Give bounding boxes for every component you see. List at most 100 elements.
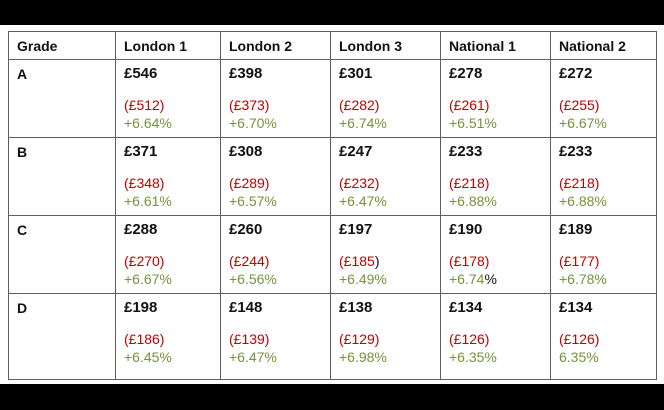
previous-price-line: (£186) bbox=[124, 330, 212, 348]
price-cell: £247 (£232) +6.47% bbox=[330, 137, 441, 216]
current-price: £148 bbox=[229, 299, 263, 316]
previous-price: (£244) bbox=[229, 253, 270, 269]
previous-price: (£270) bbox=[124, 253, 165, 269]
previous-price: (£126) bbox=[449, 331, 490, 347]
bottom-letterbox-bar bbox=[0, 384, 664, 410]
column-header-grade: Grade bbox=[8, 31, 116, 60]
previous-price-line: (£218) bbox=[449, 174, 542, 192]
previous-price: (£261) bbox=[449, 97, 490, 113]
grade-cell: B bbox=[8, 137, 116, 216]
current-price: £278 bbox=[449, 65, 483, 82]
percent-change: +6.74% bbox=[339, 115, 387, 131]
previous-price-line: (£178) bbox=[449, 252, 542, 270]
percent-change: +6.47% bbox=[229, 349, 277, 365]
percent-change-line: +6.35% bbox=[449, 348, 542, 366]
percent-change: +6.64% bbox=[124, 115, 172, 131]
previous-price-line: (£282) bbox=[339, 96, 432, 114]
previous-price-line: (£232) bbox=[339, 174, 432, 192]
previous-price: (£129) bbox=[339, 331, 380, 347]
percent-change: +6.56% bbox=[229, 271, 277, 287]
percent-change-line: +6.47% bbox=[339, 192, 432, 210]
previous-price-line: (£126) bbox=[449, 330, 542, 348]
current-price: £197 bbox=[339, 221, 373, 238]
previous-price: (£177) bbox=[559, 253, 600, 269]
price-cell: £278 (£261) +6.51% bbox=[440, 59, 551, 138]
previous-price-suffix: ) bbox=[374, 253, 380, 269]
current-price: £301 bbox=[339, 65, 373, 82]
previous-price: (£348) bbox=[124, 175, 165, 191]
previous-price: (£185 bbox=[339, 253, 375, 269]
previous-price: (£139) bbox=[229, 331, 270, 347]
previous-price: (£289) bbox=[229, 175, 270, 191]
previous-price: (£373) bbox=[229, 97, 270, 113]
previous-price: (£126) bbox=[559, 331, 600, 347]
table-row: B £371 (£348) +6.61% £308 (£289) +6.57% … bbox=[8, 137, 657, 216]
percent-change-line: +6.70% bbox=[229, 114, 322, 132]
table-row: C £288 (£270) +6.67% £260 (£244) +6.56% … bbox=[8, 215, 657, 294]
percent-change: +6.57% bbox=[229, 193, 277, 209]
price-table: Grade London 1 London 2 London 3 Nationa… bbox=[8, 31, 657, 380]
percent-change-line: +6.47% bbox=[229, 348, 322, 366]
percent-change-line: +6.67% bbox=[559, 114, 648, 132]
percent-change: +6.67% bbox=[124, 271, 172, 287]
price-cell: £301 (£282) +6.74% bbox=[330, 59, 441, 138]
current-price: £272 bbox=[559, 65, 593, 82]
grade-cell: D bbox=[8, 293, 116, 380]
previous-price: (£178) bbox=[449, 253, 490, 269]
previous-price-line: (£261) bbox=[449, 96, 542, 114]
price-cell: £308 (£289) +6.57% bbox=[220, 137, 331, 216]
grade-cell: A bbox=[8, 59, 116, 138]
column-header-london-2: London 2 bbox=[220, 31, 331, 60]
price-cell: £398 (£373) +6.70% bbox=[220, 59, 331, 138]
percent-change-line: +6.88% bbox=[449, 192, 542, 210]
percent-change: +6.49% bbox=[339, 271, 387, 287]
percent-change: +6.51% bbox=[449, 115, 497, 131]
price-cell: £233 (£218) +6.88% bbox=[440, 137, 551, 216]
price-cell: £546 (£512) +6.64% bbox=[115, 59, 221, 138]
percent-change-line: +6.64% bbox=[124, 114, 212, 132]
percent-change: +6.98% bbox=[339, 349, 387, 365]
price-cell: £260 (£244) +6.56% bbox=[220, 215, 331, 294]
previous-price: (£282) bbox=[339, 97, 380, 113]
percent-change: +6.74 bbox=[449, 271, 485, 287]
table-body: A £546 (£512) +6.64% £398 (£373) +6.70% … bbox=[8, 59, 657, 380]
column-header-london-1: London 1 bbox=[115, 31, 221, 60]
price-cell: £233 (£218) +6.88% bbox=[550, 137, 657, 216]
grade-label: A bbox=[17, 66, 28, 82]
percent-change: +6.78% bbox=[559, 271, 607, 287]
table-row: D £198 (£186) +6.45% £148 (£139) +6.47% … bbox=[8, 293, 657, 380]
percent-change-line: +6.67% bbox=[124, 270, 212, 288]
percent-change-line: +6.45% bbox=[124, 348, 212, 366]
current-price: £398 bbox=[229, 65, 263, 82]
column-header-national-2: National 2 bbox=[550, 31, 657, 60]
price-cell: £190 (£178) +6.74% bbox=[440, 215, 551, 294]
previous-price: (£186) bbox=[124, 331, 165, 347]
current-price: £138 bbox=[339, 299, 373, 316]
previous-price: (£232) bbox=[339, 175, 380, 191]
header-row: Grade London 1 London 2 London 3 Nationa… bbox=[8, 31, 657, 60]
price-cell: £272 (£255) +6.67% bbox=[550, 59, 657, 138]
percent-change-line: +6.88% bbox=[559, 192, 648, 210]
percent-change: +6.88% bbox=[449, 193, 497, 209]
price-cell: £198 (£186) +6.45% bbox=[115, 293, 221, 380]
current-price: £233 bbox=[559, 143, 593, 160]
price-cell: £134 (£126) +6.35% bbox=[440, 293, 551, 380]
column-header-london-3: London 3 bbox=[330, 31, 441, 60]
grade-label: B bbox=[17, 144, 28, 160]
grade-label: C bbox=[17, 222, 28, 238]
previous-price-line: (£139) bbox=[229, 330, 322, 348]
current-price: £134 bbox=[449, 299, 483, 316]
percent-change-line: +6.56% bbox=[229, 270, 322, 288]
column-header-national-1: National 1 bbox=[440, 31, 551, 60]
percent-change-line: +6.74% bbox=[339, 114, 432, 132]
current-price: £308 bbox=[229, 143, 263, 160]
current-price: £247 bbox=[339, 143, 373, 160]
previous-price-line: (£512) bbox=[124, 96, 212, 114]
price-cell: £189 (£177) +6.78% bbox=[550, 215, 657, 294]
previous-price-line: (£373) bbox=[229, 96, 322, 114]
percent-change: +6.67% bbox=[559, 115, 607, 131]
percent-change: +6.47% bbox=[339, 193, 387, 209]
current-price: £260 bbox=[229, 221, 263, 238]
current-price: £371 bbox=[124, 143, 158, 160]
